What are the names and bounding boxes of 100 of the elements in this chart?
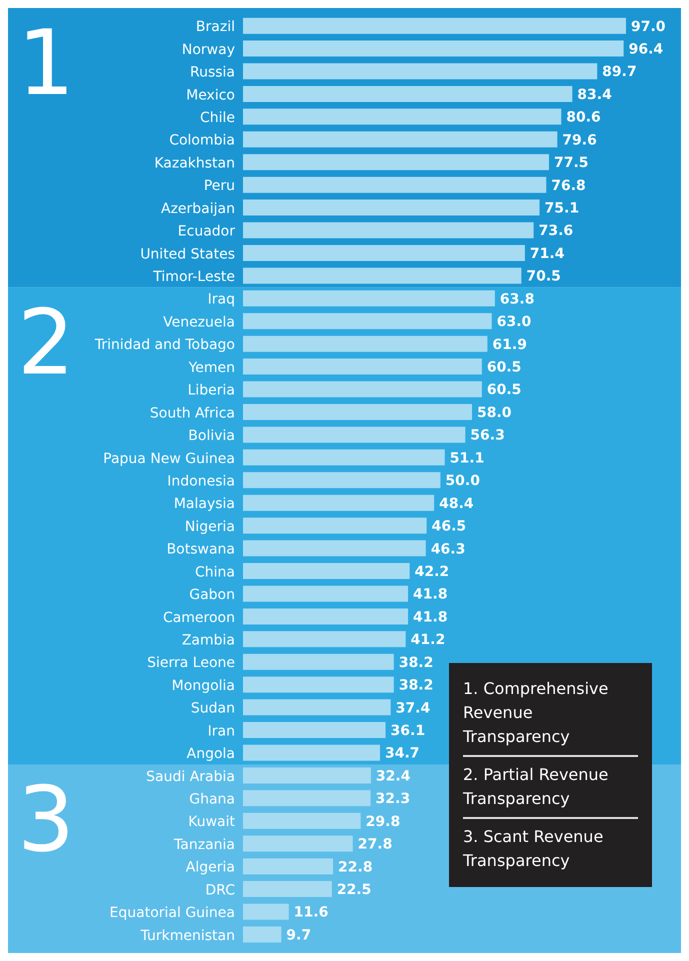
bar [243, 426, 466, 443]
bar [243, 200, 540, 216]
y-tick-label: Gabon [189, 587, 235, 604]
data-label: 73.6 [538, 223, 574, 240]
data-label: 60.5 [486, 382, 522, 398]
y-tick-label: Bolivia [188, 428, 235, 444]
y-tick-label: Peru [204, 178, 235, 194]
data-label: 41.8 [413, 586, 448, 603]
bar [243, 40, 624, 57]
key-card: 1. Comprehensive Revenue Transparency 2. Partial Revenue Transparency 3. Scant Revenue Transparency [449, 663, 652, 887]
data-label: 48.4 [439, 496, 474, 512]
data-label: 32.4 [376, 768, 411, 784]
bar [243, 222, 534, 238]
bar [243, 268, 522, 284]
y-tick-label: Sierra Leone [147, 655, 235, 672]
data-label: 29.8 [366, 814, 400, 830]
y-tick-label: Angola [186, 746, 235, 762]
bar [243, 744, 380, 761]
y-tick-label: Colombia [169, 132, 235, 149]
data-label: 63.0 [496, 314, 532, 330]
data-label: 42.2 [414, 564, 450, 580]
y-tick-label: Zambia [182, 632, 235, 648]
data-label: 22.5 [336, 882, 372, 898]
data-label: 96.4 [628, 42, 664, 58]
bar [243, 699, 391, 716]
y-tick-label: Algeria [186, 860, 235, 876]
bar [243, 472, 440, 488]
y-tick-label: Kuwait [188, 814, 236, 830]
bar [243, 86, 572, 102]
bar [243, 154, 550, 170]
y-tick-label: Mexico [186, 87, 235, 104]
data-label: 38.2 [398, 654, 434, 671]
data-label: 38.2 [398, 678, 434, 694]
data-label: 77.5 [554, 155, 589, 172]
y-tick-label: Turkmenistan [140, 928, 235, 944]
bar [243, 518, 427, 534]
data-label: 60.5 [486, 360, 522, 376]
bar [243, 790, 371, 806]
bar [243, 767, 371, 784]
bar [243, 336, 488, 352]
y-tick-label: Brazil [196, 19, 235, 36]
data-label: 71.4 [530, 246, 565, 262]
data-label: 83.4 [577, 86, 612, 103]
bar [243, 176, 546, 193]
bar [243, 586, 408, 602]
y-tick-label: Chile [200, 110, 235, 126]
y-tick-label: Mongolia [172, 678, 235, 694]
data-label: 58.0 [477, 404, 512, 421]
band-label: 1 [17, 11, 75, 116]
bar [243, 404, 472, 420]
data-label: 79.6 [562, 132, 597, 148]
bar [243, 108, 562, 125]
data-label: 11.6 [294, 904, 328, 921]
bar [243, 358, 482, 375]
data-label: 89.7 [602, 64, 637, 80]
bar [243, 63, 598, 80]
bar [243, 654, 394, 670]
y-tick-label: United States [140, 246, 235, 262]
data-label: 41.2 [410, 632, 446, 648]
bar [243, 926, 282, 942]
y-tick-label: Timor-Leste [152, 269, 235, 286]
y-tick-label: Botswana [166, 542, 235, 558]
data-label: 41.8 [413, 609, 448, 626]
y-tick-label: South Africa [150, 405, 235, 422]
bar [243, 540, 426, 556]
annotation: 3. Scant Revenue Transparency [463, 817, 638, 879]
y-tick-label: Yemen [188, 360, 235, 376]
data-label: 46.3 [430, 541, 466, 558]
data-label: 76.8 [551, 178, 586, 194]
y-tick-label: Iraq [208, 292, 235, 308]
y-tick-label: Trinidad and Tobago [94, 337, 235, 354]
data-label: 46.5 [432, 518, 466, 535]
y-tick-label: Venezuela [163, 314, 235, 330]
bar [243, 836, 353, 852]
bar [243, 631, 406, 648]
bar [243, 313, 492, 330]
data-label: 34.7 [385, 746, 420, 762]
y-tick-label: Liberia [188, 382, 235, 399]
y-tick-label: DRC [205, 882, 236, 898]
data-label: 56.3 [470, 428, 505, 444]
y-tick-label: Sudan [190, 700, 235, 717]
data-label: 9.7 [286, 927, 312, 944]
y-tick-label: Cameroon [162, 610, 235, 626]
bar [243, 812, 361, 829]
y-tick-label: Nigeria [184, 518, 235, 535]
y-tick-label: Iran [208, 723, 235, 740]
y-tick-label: Ecuador [178, 224, 236, 240]
data-label: 70.5 [526, 268, 561, 285]
bar [243, 244, 525, 261]
y-tick-label: Ghana [189, 792, 235, 808]
annotation: 1. Comprehensive Revenue Transparency [463, 678, 610, 748]
y-tick-label: Norway [182, 42, 235, 58]
data-label: 50.0 [445, 473, 480, 490]
bar [243, 563, 410, 580]
bar [243, 858, 334, 874]
data-label: 75.1 [544, 200, 580, 217]
data-label: 80.6 [566, 110, 601, 126]
annotation: 2. Partial Revenue Transparency [463, 755, 638, 817]
y-tick-label: Kazakhstan [154, 155, 235, 172]
bar [243, 722, 386, 738]
